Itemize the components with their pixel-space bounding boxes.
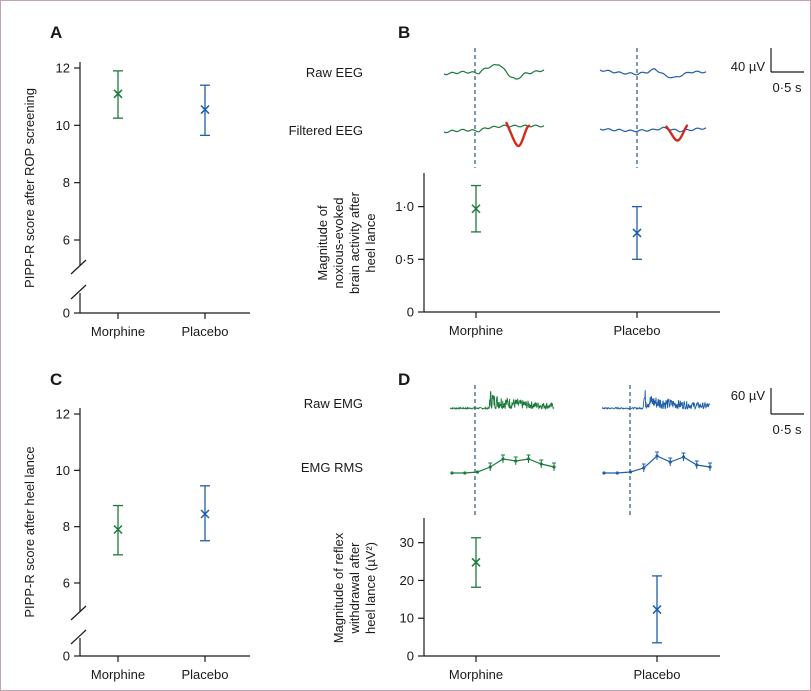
panel-c-axis-break-mark [70,629,87,645]
panel-b-trace-label: Filtered EEG [289,123,363,138]
panel-b-x-tick-label: Placebo [614,323,661,338]
panel-b-scale-bar-voltage: 40 µV [731,59,766,74]
panel-a-axis-break-mark [70,259,87,275]
panel-a-y-tick-label: 10 [56,118,70,133]
panel-d-y-axis-title: withdrawal after [347,542,362,635]
panel-c-y-tick-label: 12 [56,407,70,422]
panel-d-raw-emg-morphine [449,391,555,410]
panel-b-filtered-highlight-morphine [504,121,531,148]
panel-d-y-tick-label: 30 [400,535,414,550]
panel-d-emg-rms-placebo [604,455,711,474]
panel-b-filtered-eeg-placebo [599,126,707,133]
panel-b-mean-marker-morphine [471,204,481,214]
panel-b-y-axis-title: Magnitude of [315,205,330,281]
panel-d-y-tick-label: 0 [407,649,414,664]
panel-c-y-tick-label: 0 [63,649,70,664]
panel-c-mean-marker-placebo [200,509,210,519]
panel-d-y-tick-label: 10 [400,611,414,626]
panel-c-x-tick-label: Placebo [182,667,229,682]
panel-a-x-tick-label: Morphine [91,324,145,339]
panel-c-y-tick-label: 10 [56,463,70,478]
panel-a-y-tick-label: 8 [63,175,70,190]
panel-d-mean-marker-placebo [652,605,662,615]
panel-b-letter: B [398,23,410,42]
panel-a-axis-break-mark [70,284,87,300]
panel-c-y-axis-title: PIPP-R score after heel lance [22,446,37,617]
panel-d-mean-marker-morphine [471,557,481,567]
panel-b-y-axis-title: noxious-evoked [331,197,346,288]
panel-c-letter: C [50,370,62,389]
panel-d-trace-label: Raw EMG [304,396,363,411]
panel-c-x-tick-label: Morphine [91,667,145,682]
panel-d-scale-bar-time: 0·5 s [773,422,802,437]
panel-c-y-tick-label: 6 [63,576,70,591]
panel-d-y-tick-label: 20 [400,573,414,588]
panel-a-y-tick-label: 6 [63,233,70,248]
panel-b-y-tick-label: 1·0 [395,199,414,214]
panel-d-emg-rms-morphine [452,458,555,474]
panel-b-trace-label: Raw EEG [306,65,363,80]
panel-b-scale-bar-time: 0·5 s [773,80,802,95]
panel-b-mean-marker-placebo [632,228,642,238]
panel-a-mean-marker-morphine [113,89,123,99]
panel-b-y-tick-label: 0·5 [395,252,414,267]
panel-d-y-axis-title: heel lance (µV²) [363,542,378,634]
panel-b-filtered-highlight-placebo [664,124,689,142]
panel-d-x-tick-label: Morphine [449,667,503,682]
panel-b-raw-eeg-morphine [443,63,545,80]
panel-a-letter: A [50,23,62,42]
panel-c-y-tick-label: 8 [63,519,70,534]
panel-c-mean-marker-morphine [113,524,123,535]
panel-b-x-tick-label: Morphine [449,323,503,338]
panel-a-mean-marker-placebo [200,105,210,115]
panel-a-y-axis-title: PIPP-R score after ROP screening [22,88,37,288]
panel-b-y-tick-label: 0 [407,305,414,320]
panel-b-y-axis-title: brain activity after [347,191,362,294]
panel-b-y-axis-title: heel lance [363,213,378,272]
panel-d-letter: D [398,370,410,389]
panel-d-raw-emg-placebo [601,390,711,411]
panel-d-trace-label: EMG RMS [301,460,363,475]
panel-d-scale-bar-voltage: 60 µV [731,388,766,403]
panel-a-x-tick-label: Placebo [182,324,229,339]
panel-d-y-axis-title: Magnitude of reflex [331,532,346,643]
panel-a-y-tick-label: 0 [63,306,70,321]
panel-b-raw-eeg-placebo [599,68,707,79]
panel-a-y-tick-label: 12 [56,61,70,76]
panel-c-axis-break-mark [70,605,87,621]
panel-d-x-tick-label: Placebo [634,667,681,682]
